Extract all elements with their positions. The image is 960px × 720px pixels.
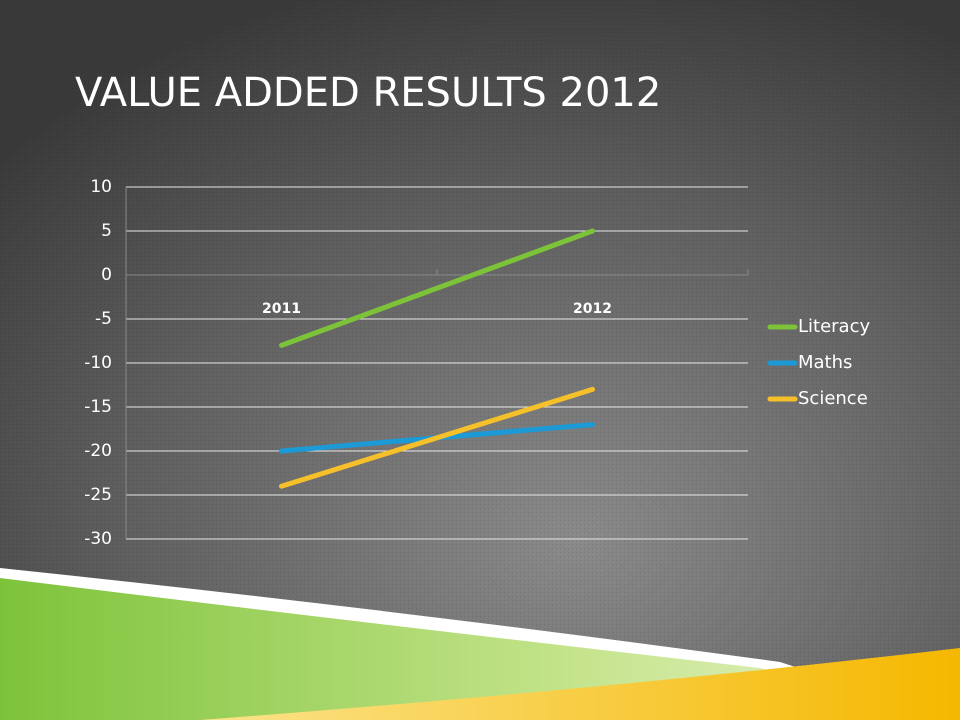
y-tick-label: -15 [84, 397, 112, 417]
series-line [279, 386, 595, 489]
y-tick-label: 5 [101, 221, 112, 241]
y-tick-label: -20 [84, 441, 112, 461]
y-tick-label: -30 [84, 529, 112, 549]
x-tick-label: 2011 [262, 301, 301, 317]
legend-label: Science [798, 388, 868, 409]
legend-label: Literacy [798, 316, 870, 337]
y-tick-label: -10 [84, 353, 112, 373]
swoosh-yellow [200, 648, 960, 720]
y-tick-label: -5 [95, 309, 112, 329]
chart-title: VALUE ADDED RESULTS 2012 [75, 70, 661, 116]
x-tick-label: 2012 [573, 301, 612, 317]
y-tick-label: 0 [101, 265, 112, 285]
legend-label: Maths [798, 352, 852, 373]
y-tick-label: 10 [90, 177, 112, 197]
y-tick-label: -25 [84, 485, 112, 505]
series-line [279, 228, 595, 348]
